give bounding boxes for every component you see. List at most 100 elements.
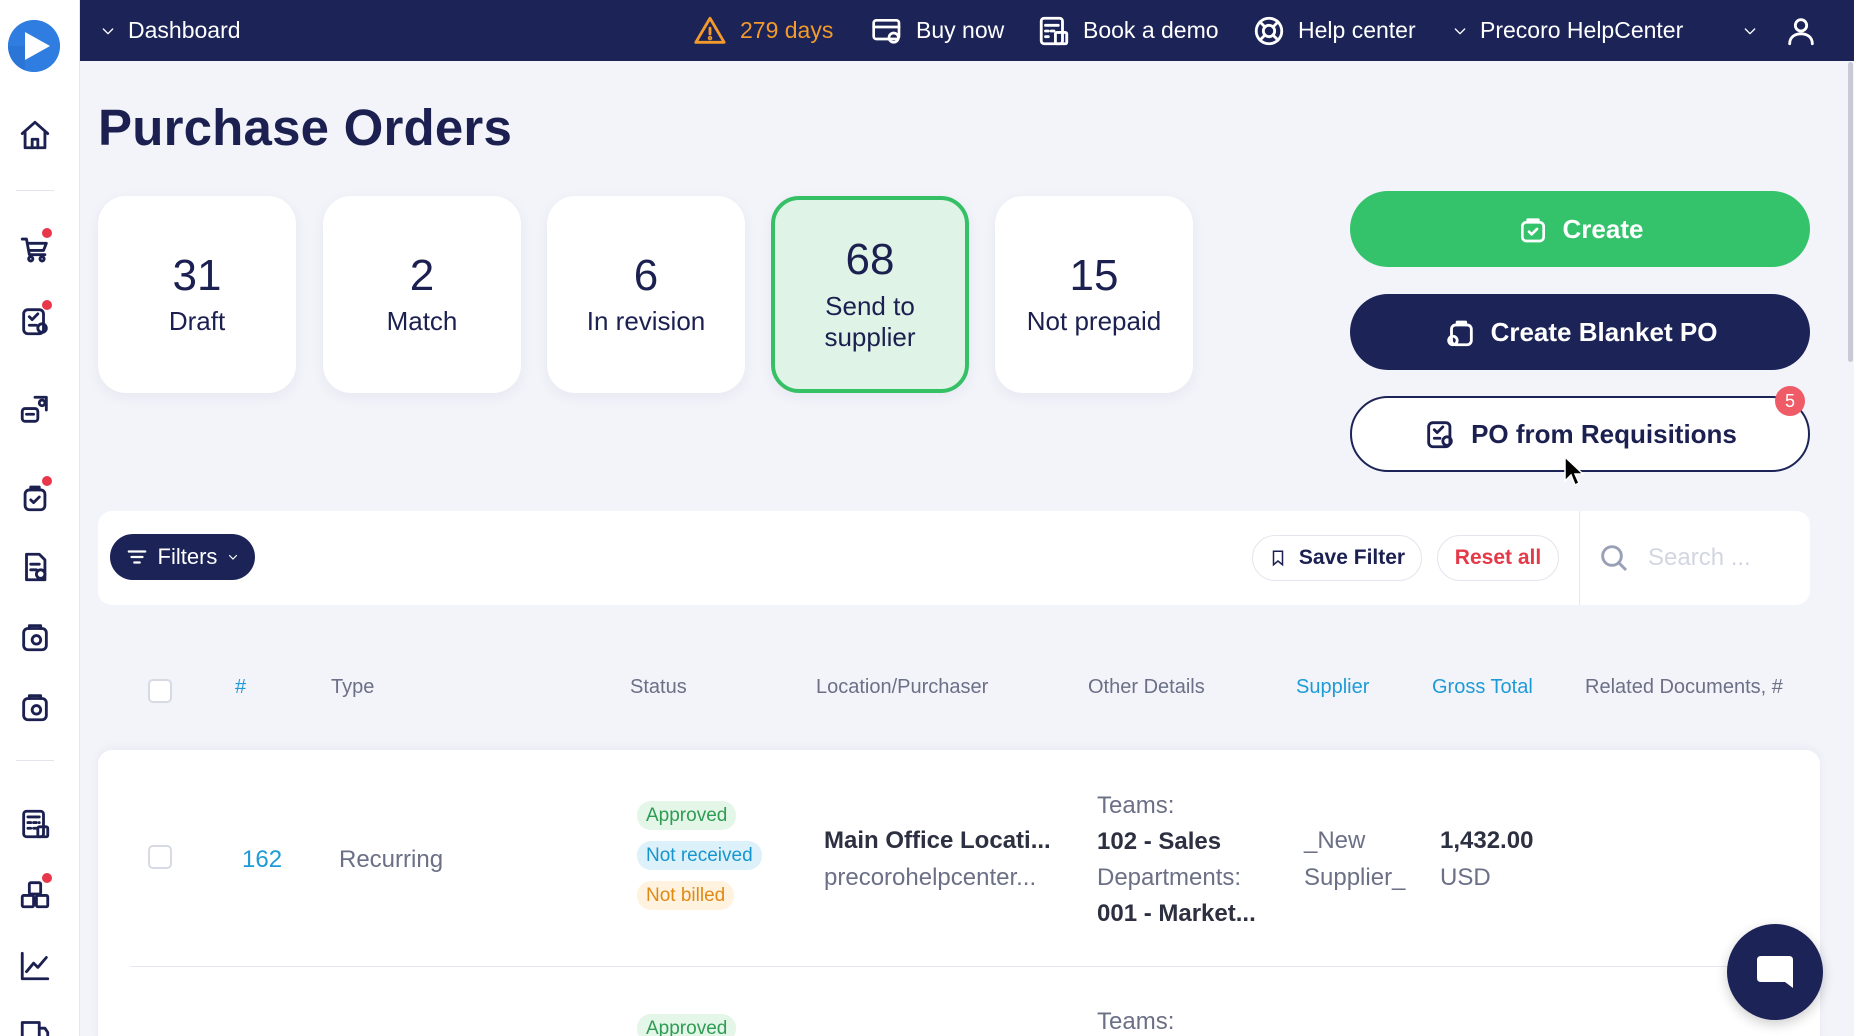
book-demo-link[interactable]: Book a demo xyxy=(1037,0,1219,61)
gross-total-amount: 1,432.00 xyxy=(1440,827,1534,854)
row-checkbox[interactable] xyxy=(148,845,172,869)
stat-card-match[interactable]: 2 Match xyxy=(323,196,521,393)
company-switcher[interactable]: Precoro HelpCenter xyxy=(1452,0,1683,61)
column-header-type: Type xyxy=(331,676,375,698)
save-filter-label: Save Filter xyxy=(1298,546,1406,569)
create-button[interactable]: Create xyxy=(1350,191,1810,267)
status-badge-not-received: Not received xyxy=(637,841,762,870)
blanket-po-icon xyxy=(1446,320,1473,347)
dashboard-dropdown[interactable]: Dashboard xyxy=(100,0,241,61)
filters-button[interactable]: Filters xyxy=(110,534,255,580)
reset-all-button[interactable]: Reset all xyxy=(1437,535,1559,581)
user-icon xyxy=(1788,17,1814,45)
chevron-down-icon xyxy=(1744,27,1756,34)
purchaser-name: precorohelpcenter... xyxy=(824,864,1037,891)
create-blanket-po-button[interactable]: Create Blanket PO xyxy=(1350,294,1810,370)
departments-label: Departments: xyxy=(1097,864,1242,891)
cart-icon[interactable] xyxy=(16,228,54,268)
status-badge-not-billed: Not billed xyxy=(637,881,735,910)
orders-icon[interactable] xyxy=(16,476,54,516)
top-navigation-bar: Dashboard 279 days Buy now Book a demo H… xyxy=(80,0,1854,61)
teams-label: Teams: xyxy=(1097,1008,1175,1035)
stat-count: 31 xyxy=(172,250,222,300)
inventory-icon[interactable] xyxy=(16,873,54,913)
requisitions-count-badge: 5 xyxy=(1775,386,1805,416)
stat-card-in-revision[interactable]: 6 In revision xyxy=(547,196,745,393)
stat-count: 6 xyxy=(633,250,659,300)
stat-card-send-to-supplier[interactable]: 68 Send to supplier xyxy=(771,196,969,393)
stat-count: 15 xyxy=(1069,250,1119,300)
help-center-link[interactable]: Help center xyxy=(1252,0,1416,61)
stat-card-not-prepaid[interactable]: 15 Not prepaid xyxy=(995,196,1193,393)
teams-value: 102 - Sales xyxy=(1097,828,1222,855)
wallet-alt-icon[interactable] xyxy=(16,688,54,726)
status-badge-approved: Approved xyxy=(637,801,737,830)
column-header-supplier[interactable]: Supplier xyxy=(1296,676,1370,698)
column-header-related-documents: Related Documents, # xyxy=(1585,676,1783,698)
notification-dot xyxy=(42,300,52,310)
invoice-icon[interactable] xyxy=(16,548,54,586)
create-button-label: Create xyxy=(1562,213,1644,244)
sidebar-divider xyxy=(16,760,54,761)
chevron-down-icon xyxy=(102,27,114,34)
trial-days-label: 279 days xyxy=(740,17,834,43)
row-divider xyxy=(130,966,1820,967)
payment-card-icon xyxy=(872,18,901,44)
receipt-icon[interactable] xyxy=(16,391,54,429)
bookmark-icon xyxy=(1272,550,1284,567)
purchase-orders-table xyxy=(98,750,1820,1036)
select-all-checkbox[interactable] xyxy=(148,679,172,703)
column-header-number[interactable]: # xyxy=(235,676,247,698)
buy-now-label: Buy now xyxy=(916,17,1005,43)
stat-label: Send to supplier xyxy=(824,290,916,352)
buy-now-link[interactable]: Buy now xyxy=(870,0,1004,61)
search-icon xyxy=(1598,542,1630,574)
analytics-icon[interactable] xyxy=(16,947,54,985)
save-filter-button[interactable]: Save Filter xyxy=(1252,535,1422,581)
filters-label: Filters xyxy=(157,544,218,569)
mouse-cursor-icon xyxy=(1564,455,1585,487)
trial-days-indicator[interactable]: 279 days xyxy=(692,0,833,61)
wallet-icon[interactable] xyxy=(16,618,54,656)
stat-label: Match xyxy=(386,306,458,337)
chat-widget-button[interactable] xyxy=(1727,924,1823,1020)
search-input[interactable] xyxy=(1648,535,1798,581)
requisition-icon xyxy=(1427,421,1453,449)
calendar-icon xyxy=(1039,16,1069,45)
filter-bar: Filters Save Filter Reset all xyxy=(98,511,1810,605)
sidebar xyxy=(0,0,80,1036)
lifebuoy-icon xyxy=(1254,16,1284,45)
departments-value: 001 - Market... xyxy=(1097,900,1256,927)
page-title: Purchase Orders xyxy=(98,99,513,156)
po-from-requisitions-label: PO from Requisitions xyxy=(1471,418,1737,449)
location-name: Main Office Locati... xyxy=(824,827,1051,854)
home-icon[interactable] xyxy=(16,116,54,154)
stat-label: In revision xyxy=(586,306,706,337)
company-name: Precoro HelpCenter xyxy=(1480,17,1684,43)
chevron-down-icon xyxy=(229,554,238,560)
delivery-icon[interactable] xyxy=(16,1012,54,1036)
sidebar-divider xyxy=(16,190,54,191)
user-menu[interactable] xyxy=(1742,0,1818,61)
dashboard-label: Dashboard xyxy=(128,17,241,43)
chat-bubble-icon xyxy=(1757,956,1793,988)
column-header-gross-total[interactable]: Gross Total xyxy=(1432,676,1533,698)
requisition-icon[interactable] xyxy=(16,300,54,340)
page-scrollbar[interactable] xyxy=(1848,62,1853,362)
stat-label: Not prepaid xyxy=(1026,306,1162,337)
po-number-link[interactable]: 162 xyxy=(242,846,283,873)
shopping-bag-check-icon xyxy=(1520,218,1545,243)
book-demo-label: Book a demo xyxy=(1083,17,1219,43)
help-center-label: Help center xyxy=(1298,17,1416,43)
po-type: Recurring xyxy=(339,846,444,873)
stat-count: 68 xyxy=(845,235,895,285)
chevron-down-icon xyxy=(1454,27,1466,34)
app-logo[interactable] xyxy=(8,20,60,72)
notification-dot xyxy=(42,873,52,883)
stat-card-draft[interactable]: 31 Draft xyxy=(98,196,296,393)
filter-icon xyxy=(127,550,146,564)
supplier-name-line1: _New xyxy=(1304,827,1366,854)
create-blanket-po-label: Create Blanket PO xyxy=(1490,316,1718,347)
teams-label: Teams: xyxy=(1097,792,1175,819)
budget-icon[interactable] xyxy=(16,805,54,843)
